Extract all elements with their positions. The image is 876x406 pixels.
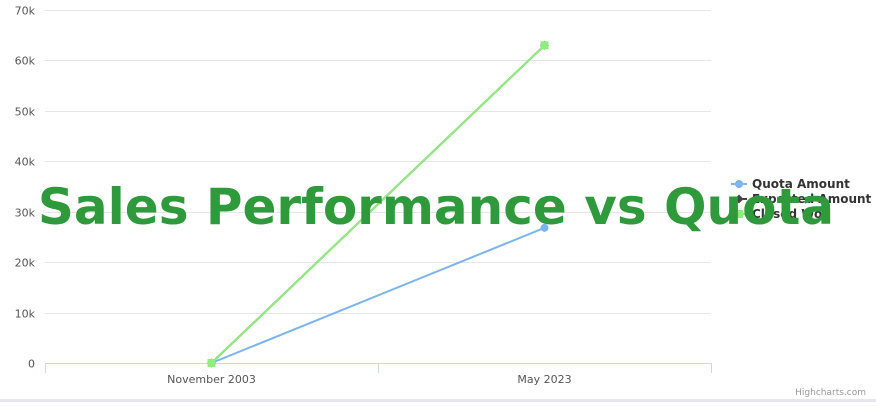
y-tick-label: 20k <box>15 257 36 270</box>
credits-link[interactable]: Highcharts.com <box>795 388 866 398</box>
legend-item[interactable]: Expected Amount <box>731 192 872 206</box>
series-line[interactable] <box>210 44 546 364</box>
y-tick-label: 70k <box>15 5 36 18</box>
grid-lines <box>45 10 711 364</box>
series-plot <box>207 40 549 368</box>
overlay-title: Sales Performance vs Quota <box>38 178 834 236</box>
legend-marker[interactable] <box>735 180 743 188</box>
series-group <box>207 41 549 367</box>
legend-marker[interactable] <box>734 194 744 204</box>
y-axis: 0 10k 20k 30k 40k 50k 60k 70k <box>15 5 36 371</box>
legend-item[interactable]: Closed Won <box>731 207 831 221</box>
series-line[interactable] <box>210 226 546 364</box>
data-point[interactable] <box>207 359 216 367</box>
legend-label: Closed Won <box>752 207 831 221</box>
x-tick-label: November 2003 <box>167 373 256 386</box>
y-tick-label: 40k <box>15 156 36 169</box>
data-point[interactable] <box>540 223 549 232</box>
y-tick-label: 0 <box>28 358 35 371</box>
y-tick-label: 60k <box>15 55 36 68</box>
legend-label: Expected Amount <box>752 192 872 206</box>
y-tick-label: 10k <box>15 308 36 321</box>
y-tick-label: 50k <box>15 106 36 119</box>
data-point[interactable] <box>540 41 549 50</box>
series-group <box>207 223 549 367</box>
legend-item[interactable]: Quota Amount <box>731 177 850 191</box>
legend-marker[interactable] <box>735 210 743 218</box>
x-axis: November 2003 May 2023 <box>45 363 712 386</box>
x-tick-label: May 2023 <box>517 373 571 386</box>
bottom-divider <box>0 399 876 402</box>
legend-label: Quota Amount <box>752 177 850 191</box>
y-tick-label: 30k <box>15 207 36 220</box>
